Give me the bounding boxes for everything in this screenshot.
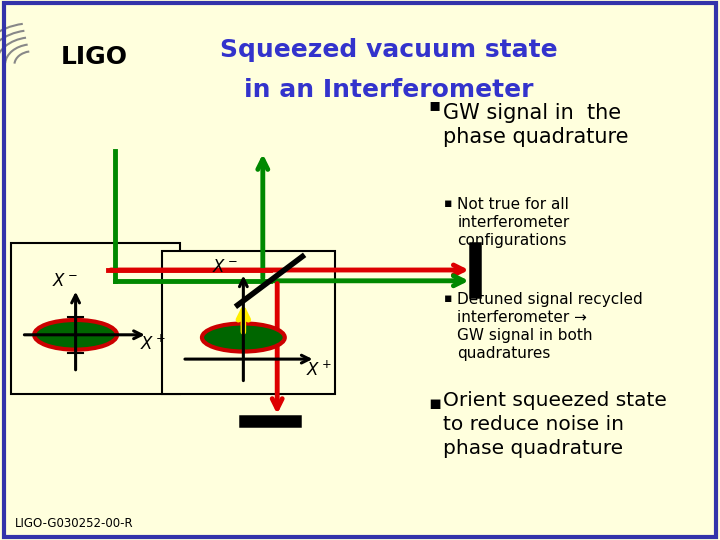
Bar [162, 251, 335, 394]
Ellipse shape [202, 323, 285, 352]
Text: Orient squeezed state
to reduce noise in
phase quadrature: Orient squeezed state to reduce noise in… [443, 392, 667, 457]
Text: $X^+$: $X^+$ [306, 360, 332, 380]
Text: ▪: ▪ [444, 292, 453, 305]
Text: GW signal in  the
phase quadrature: GW signal in the phase quadrature [443, 103, 629, 147]
Text: LIGO-G030252-00-R: LIGO-G030252-00-R [14, 517, 133, 530]
Text: ▪: ▪ [428, 96, 441, 114]
Text: ▪: ▪ [428, 394, 441, 413]
Text: LIGO: LIGO [61, 45, 128, 69]
Ellipse shape [34, 320, 117, 350]
Text: Squeezed vacuum state: Squeezed vacuum state [220, 38, 557, 62]
Text: ▪: ▪ [444, 197, 453, 210]
Text: Detuned signal recycled
interferometer →
GW signal in both
quadratures: Detuned signal recycled interferometer →… [457, 292, 643, 361]
Text: in an Interferometer: in an Interferometer [244, 78, 534, 102]
Text: $X^-$: $X^-$ [52, 272, 78, 290]
Text: $X^-$: $X^-$ [212, 258, 238, 276]
Text: Not true for all
interferometer
configurations: Not true for all interferometer configur… [457, 197, 570, 248]
Bar [11, 243, 180, 394]
Text: $X^+$: $X^+$ [140, 335, 166, 354]
